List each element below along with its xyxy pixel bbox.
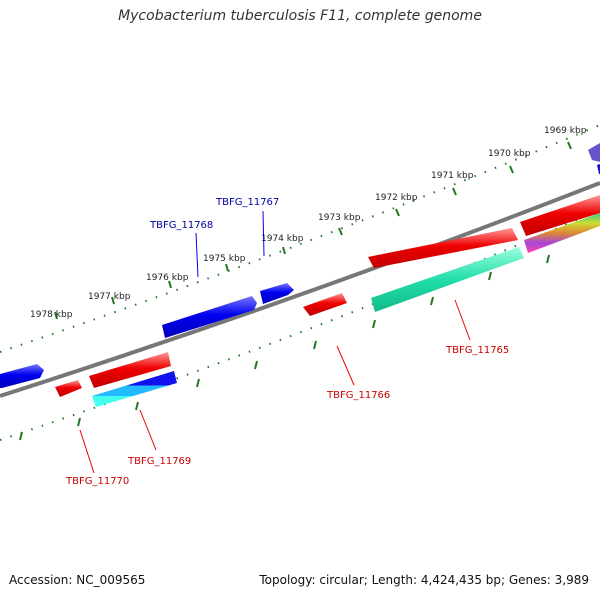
ruler-label-1972: 1972 kbp (375, 193, 418, 203)
gene-arrow-tbfg-11768[interactable] (162, 296, 257, 338)
genome-backbone (0, 181, 600, 398)
gene-arrow-tbfg-11766[interactable] (303, 293, 347, 316)
ruler-label-1976: 1976 kbp (146, 273, 189, 283)
gene-arrow-left-edge[interactable] (0, 364, 44, 388)
gene-arrow-tbfg-11770[interactable] (55, 380, 82, 397)
genome-title: Mycobacterium tuberculosis F11, complete… (118, 8, 482, 24)
gene-arrow-far-right[interactable] (588, 143, 600, 162)
gene-label-tbfg-11765[interactable]: TBFG_11765 (445, 345, 509, 356)
gene-label-tbfg-11770[interactable]: TBFG_11770 (65, 476, 129, 487)
gene-arrow-tbfg-11769[interactable] (92, 371, 177, 407)
gene-arrow-right-upper[interactable] (520, 195, 600, 236)
ruler-label-1971: 1971 kbp (431, 171, 474, 181)
gene-arrow-tbfg-11767[interactable] (260, 283, 294, 304)
gene-label-tbfg-11766[interactable]: TBFG_11766 (326, 390, 390, 401)
genome-info-text: Topology: circular; Length: 4,424,435 bp… (259, 573, 589, 587)
gene-arrow-tbfg-11769-red[interactable] (89, 352, 171, 388)
ruler-major-ticks (54, 141, 572, 320)
outer-ruler: 1969 kbp 1970 kbp 1971 kbp 1972 kbp 1973… (0, 124, 600, 353)
inner-ruler (0, 209, 600, 441)
gene-arrow-tbfg-11765[interactable] (371, 247, 524, 312)
ruler-label-1973: 1973 kbp (318, 213, 361, 223)
label-leaders (79, 210, 471, 474)
gene-label-tbfg-11769[interactable]: TBFG_11769 (127, 456, 191, 467)
ruler-label-1974: 1974 kbp (261, 234, 304, 244)
gene-arrow-far-right-2[interactable] (597, 164, 600, 174)
ruler-label-1969: 1969 kbp (544, 126, 587, 136)
reverse-strand-genes (55, 213, 600, 407)
ruler-label-1970: 1970 kbp (488, 149, 531, 159)
ruler-label-1975: 1975 kbp (203, 254, 246, 264)
ruler-label-1977: 1977 kbp (88, 292, 131, 302)
gene-arrow-tbfg-11765-upper[interactable] (368, 228, 518, 268)
inner-ruler-major-ticks (19, 254, 550, 441)
gene-label-tbfg-11767[interactable]: TBFG_11767 (215, 197, 279, 208)
accession-text: Accession: NC_009565 (9, 573, 146, 587)
gene-label-tbfg-11768[interactable]: TBFG_11768 (149, 220, 213, 231)
forward-strand-genes (0, 143, 600, 388)
gene-arrow-right-multi[interactable] (524, 213, 600, 253)
ruler-label-1978: 1978 kbp (30, 310, 73, 320)
